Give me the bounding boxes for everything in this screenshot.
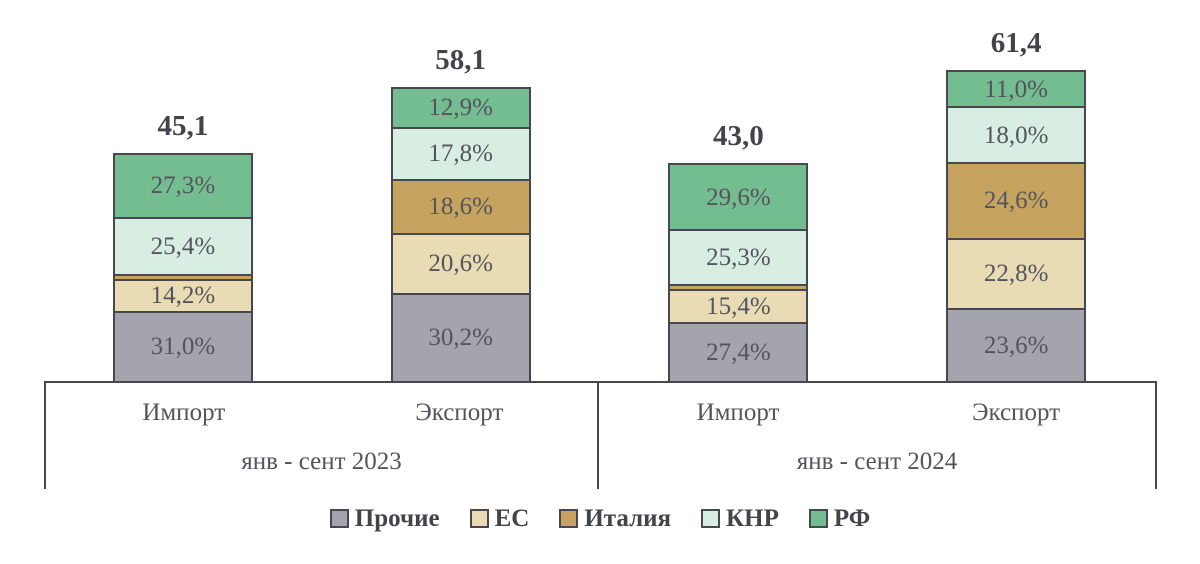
axis-divider-right	[1155, 383, 1157, 489]
segment-export-2023-4: 12,9%	[392, 89, 529, 127]
category-label-export-2023: Экспорт	[415, 399, 504, 426]
total-label-import-2023: 45,1	[157, 109, 209, 142]
legend-label-others: Прочие	[354, 505, 440, 532]
segment-label: 30,2%	[428, 324, 493, 352]
segment-import-2024-2	[670, 283, 807, 289]
segment-export-2024-0: 23,6%	[948, 308, 1085, 381]
segment-label: 12,9%	[428, 94, 493, 122]
x-axis-line	[44, 381, 1157, 383]
legend-item-eu: ЕС	[469, 505, 530, 532]
segment-label: 18,6%	[428, 193, 493, 221]
segment-import-2023-1: 14,2%	[114, 278, 251, 311]
legend-item-italy: Италия	[559, 506, 671, 531]
legend-swatch-others	[329, 509, 349, 528]
segment-label: 14,2%	[150, 282, 216, 310]
segment-label: 20,6%	[428, 250, 493, 278]
segment-import-2023-3: 25,4%	[114, 216, 251, 275]
segment-label: 15,4%	[706, 292, 771, 320]
legend-swatch-russia	[808, 509, 828, 528]
bar-import-2023: 31,0% 14,2% 25,4% 27,3%	[112, 152, 253, 381]
segment-label: 25,3%	[706, 244, 771, 272]
bar-export-2023: 30,2% 20,6% 18,6% 17,8% 12,9%	[390, 87, 531, 381]
legend-swatch-eu	[469, 509, 489, 528]
bar-export-2024: 23,6% 22,8% 24,6% 18,0% 11,0%	[946, 70, 1087, 381]
segment-import-2024-3: 25,3%	[670, 229, 807, 284]
legend-item-china: КНР	[701, 506, 779, 531]
segment-label: 23,6%	[983, 332, 1049, 360]
segment-import-2023-0: 31,0%	[114, 310, 251, 381]
segment-label: 22,8%	[983, 260, 1049, 288]
legend-label-russia: РФ	[833, 505, 871, 532]
legend-label-china: КНР	[726, 505, 779, 532]
legend-item-others: Прочие	[329, 505, 440, 532]
segment-import-2024-1: 15,4%	[670, 288, 807, 322]
segment-export-2024-4: 11,0%	[948, 72, 1085, 107]
category-label-export-2024: Экспорт	[971, 399, 1061, 426]
legend-label-eu: ЕС	[494, 505, 530, 532]
axis-group-2024: Импорт Экспорт янв - сент 2024	[599, 383, 1155, 489]
segment-label: 31,0%	[150, 333, 216, 361]
total-label-export-2023: 58,1	[435, 44, 486, 77]
axis-group-2023: Импорт Экспорт янв - сент 2023	[46, 383, 597, 489]
segment-label: 17,8%	[428, 140, 493, 168]
segment-label: 11,0%	[984, 75, 1048, 103]
segment-export-2023-0: 30,2%	[392, 292, 529, 381]
legend-label-italy: Италия	[584, 505, 672, 532]
legend-item-russia: РФ	[808, 505, 871, 532]
category-label-import-2024: Импорт	[696, 399, 780, 426]
segment-import-2023-4: 27,3%	[114, 154, 251, 217]
segment-export-2024-1: 22,8%	[948, 237, 1085, 309]
total-label-import-2024: 43,0	[713, 120, 764, 153]
category-label-import-2023: Импорт	[142, 399, 226, 426]
axis-divider-left	[44, 383, 46, 489]
segment-label: 27,3%	[150, 172, 216, 200]
segment-label: 25,4%	[150, 232, 216, 260]
segment-export-2023-1: 20,6%	[392, 232, 529, 293]
period-label-2024: янв - сент 2024	[796, 448, 958, 475]
segment-export-2024-3: 18,0%	[948, 106, 1085, 162]
segment-label: 27,4%	[706, 338, 771, 366]
category-row-2024: Импорт Экспорт	[599, 399, 1155, 427]
segment-label: 29,6%	[706, 183, 771, 211]
axis-divider-middle	[597, 383, 599, 489]
segment-export-2023-2: 18,6%	[392, 178, 529, 233]
segment-import-2023-2	[114, 274, 251, 279]
legend-swatch-italy	[559, 509, 579, 528]
legend-swatch-china	[701, 509, 721, 528]
segment-label: 18,0%	[983, 121, 1049, 149]
segment-import-2024-4: 29,6%	[670, 165, 807, 230]
legend: Прочие ЕС Италия КНР РФ	[0, 506, 1200, 531]
total-label-export-2024: 61,4	[990, 27, 1042, 60]
period-label-2023: янв - сент 2023	[241, 448, 402, 475]
segment-label: 24,6%	[983, 187, 1049, 215]
segment-import-2024-0: 27,4%	[670, 321, 807, 381]
category-row-2023: Импорт Экспорт	[46, 399, 597, 427]
segment-export-2024-2: 24,6%	[948, 161, 1085, 238]
bar-import-2024: 27,4% 15,4% 25,3% 29,6%	[668, 163, 809, 381]
segment-export-2023-3: 17,8%	[392, 126, 529, 179]
